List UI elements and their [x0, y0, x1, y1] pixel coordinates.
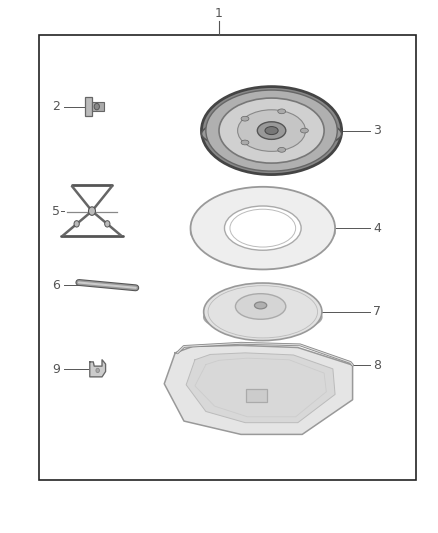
Text: 9: 9	[53, 363, 60, 376]
Ellipse shape	[206, 90, 337, 171]
Ellipse shape	[241, 116, 249, 121]
Polygon shape	[186, 353, 335, 423]
Ellipse shape	[254, 302, 267, 309]
Ellipse shape	[230, 209, 296, 247]
Ellipse shape	[257, 122, 286, 140]
Ellipse shape	[191, 187, 335, 270]
Circle shape	[88, 207, 95, 215]
Circle shape	[105, 221, 110, 227]
Text: 7: 7	[373, 305, 381, 318]
Bar	[92, 102, 104, 111]
Text: 8: 8	[373, 359, 381, 372]
Circle shape	[74, 221, 79, 227]
Ellipse shape	[204, 301, 322, 333]
Bar	[85, 97, 92, 116]
Ellipse shape	[201, 117, 342, 150]
Text: 4: 4	[373, 222, 381, 235]
Text: 2: 2	[53, 100, 60, 113]
Circle shape	[96, 368, 99, 373]
Text: 6: 6	[53, 279, 60, 292]
Ellipse shape	[191, 213, 335, 253]
Bar	[39, 35, 416, 480]
Polygon shape	[90, 360, 106, 377]
Ellipse shape	[265, 126, 278, 134]
Ellipse shape	[201, 86, 342, 175]
Ellipse shape	[225, 206, 301, 251]
Ellipse shape	[204, 283, 322, 341]
Ellipse shape	[300, 128, 308, 133]
Ellipse shape	[241, 140, 249, 145]
Ellipse shape	[236, 294, 286, 319]
Text: 1: 1	[215, 7, 223, 20]
Ellipse shape	[278, 148, 286, 152]
Text: 5: 5	[53, 205, 60, 217]
Bar	[246, 389, 267, 402]
Circle shape	[94, 103, 99, 110]
Ellipse shape	[278, 109, 286, 114]
Text: 3: 3	[373, 124, 381, 137]
Ellipse shape	[219, 98, 324, 163]
Polygon shape	[164, 345, 353, 434]
Ellipse shape	[237, 110, 305, 151]
